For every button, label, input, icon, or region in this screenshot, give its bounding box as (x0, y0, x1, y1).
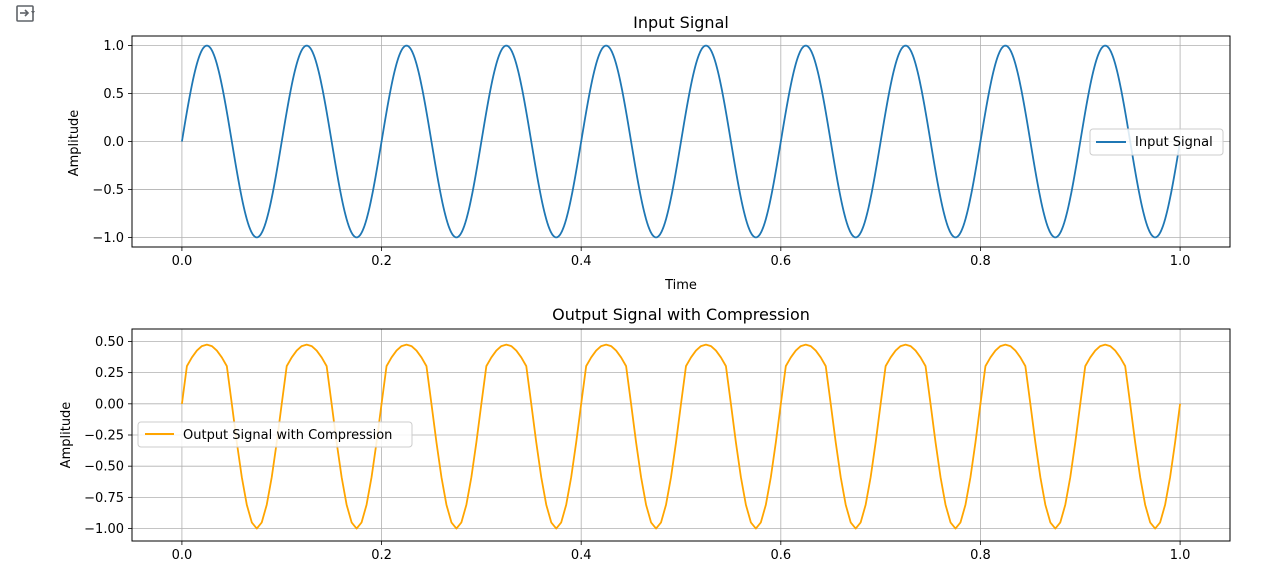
legend-box (1089, 128, 1224, 156)
legend-box (137, 421, 413, 448)
chart-title: Output Signal with Compression (552, 305, 810, 324)
y-axis-label: Amplitude (67, 110, 82, 177)
x-tick-label: 0.2 (371, 254, 392, 269)
legend-label: Output Signal with Compression (183, 428, 392, 443)
x-tick-label: 0.6 (770, 254, 791, 269)
y-tick-label: −0.50 (84, 460, 124, 475)
series-line (181, 44, 1181, 239)
legend: Input Signal (1089, 128, 1224, 156)
y-tick-label: 0.25 (95, 366, 124, 381)
y-tick-label: 0.50 (95, 335, 124, 350)
y-axis-label: Amplitude (59, 402, 74, 469)
y-tick-label: −0.5 (92, 183, 124, 198)
x-tick-label: 1.0 (1170, 548, 1191, 563)
x-tick-label: 0.0 (172, 254, 193, 269)
y-tick-label: −1.00 (84, 522, 124, 537)
x-tick-label: 0.0 (172, 548, 193, 563)
chart-title: Input Signal (633, 13, 729, 32)
legend: Output Signal with Compression (137, 421, 413, 448)
x-tick-label: 0.6 (770, 548, 791, 563)
y-tick-label: −0.75 (84, 491, 124, 506)
x-tick-label: 0.2 (371, 548, 392, 563)
output-toggle-icon[interactable] (14, 4, 38, 24)
x-tick-label: 1.0 (1170, 254, 1191, 269)
axes-frame (131, 35, 1231, 248)
x-axis-label: Time (664, 278, 697, 293)
x-tick-label: 0.4 (571, 254, 592, 269)
output-signal-panel: Output Signal with Compression 0.0 0.2 0.4… (59, 305, 1231, 563)
x-tick-label: 0.8 (970, 254, 991, 269)
series-line (181, 343, 1181, 530)
y-tick-label: −0.25 (84, 429, 124, 444)
x-tick-label: 0.4 (571, 548, 592, 563)
y-tick-label: 1.0 (103, 39, 124, 54)
y-tick-label: −1.0 (92, 231, 124, 246)
legend-label: Input Signal (1135, 135, 1213, 150)
y-tick-label: 0.00 (95, 397, 124, 412)
y-tick-label: 0.5 (103, 87, 124, 102)
axes-frame (131, 328, 1231, 542)
input-signal-panel: Input Signal 0.0 0.2 0.4 0.6 0.8 1.0 1.0 0.5 0.… (67, 13, 1231, 293)
x-tick-label: 0.8 (970, 548, 991, 563)
y-tick-label: 0.0 (103, 135, 124, 150)
